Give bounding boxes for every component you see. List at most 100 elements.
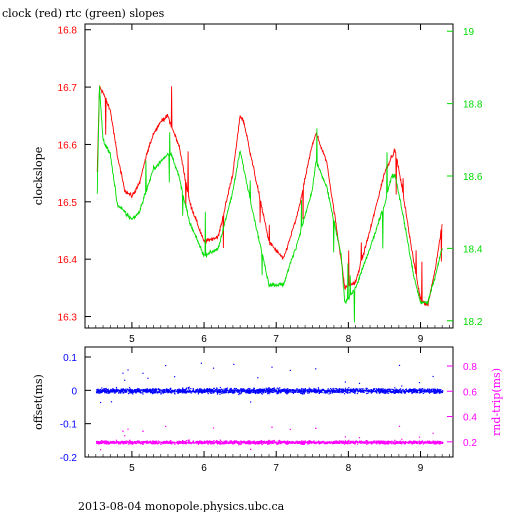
- scatter-point: [233, 363, 235, 365]
- scatter-point: [348, 442, 350, 445]
- scatter-point: [408, 441, 410, 443]
- scatter-point: [351, 389, 353, 391]
- scatter-point: [424, 389, 426, 391]
- scatter-point: [195, 391, 197, 393]
- scatter-point: [284, 391, 286, 394]
- scatter-point: [377, 388, 379, 390]
- scatter-point: [188, 440, 190, 442]
- scatter-point: [206, 441, 208, 443]
- scatter-point: [287, 388, 289, 390]
- scatter-point: [298, 390, 300, 392]
- scatter-point: [142, 388, 144, 391]
- scatter-point: [203, 389, 205, 391]
- scatter-point: [172, 441, 174, 443]
- scatter-point: [354, 442, 357, 444]
- scatter-point: [360, 440, 362, 442]
- scatter-point: [279, 387, 281, 389]
- scatter-point: [162, 389, 164, 391]
- scatter-point: [208, 390, 210, 392]
- scatter-point: [387, 440, 389, 442]
- scatter-point: [196, 391, 199, 393]
- scatter-point: [246, 389, 248, 391]
- scatter-point: [183, 442, 185, 444]
- scatter-point: [222, 389, 224, 391]
- scatter-point: [182, 389, 184, 391]
- scatter-point: [138, 388, 140, 390]
- scatter-point: [321, 442, 323, 444]
- bottom-y-axis-label: offset(ms): [32, 374, 45, 430]
- scatter-point: [395, 442, 397, 444]
- scatter-point: [203, 440, 205, 442]
- scatter-point: [397, 389, 399, 391]
- scatter-point: [188, 391, 190, 393]
- scatter-point: [387, 390, 389, 393]
- scatter-point: [184, 390, 187, 392]
- scatter-point: [237, 391, 239, 393]
- scatter-point: [408, 390, 410, 392]
- scatter-point: [382, 389, 384, 391]
- scatter-point: [123, 389, 125, 391]
- scatter-point: [380, 440, 382, 442]
- scatter-point: [267, 391, 269, 393]
- scatter-point: [215, 390, 217, 392]
- scatter-point: [251, 389, 253, 391]
- top-plot-frame: [84, 23, 454, 329]
- scatter-point: [168, 442, 170, 444]
- scatter-point: [174, 443, 176, 445]
- scatter-point: [169, 388, 171, 390]
- scatter-point: [208, 441, 211, 443]
- scatter-point: [179, 391, 181, 394]
- scatter-point: [115, 441, 117, 443]
- scatter-point: [301, 441, 303, 444]
- scatter-point: [337, 440, 339, 442]
- scatter-point: [323, 441, 325, 443]
- scatter-point: [389, 441, 391, 443]
- scatter-point: [103, 388, 105, 390]
- scatter-point: [231, 391, 233, 393]
- scatter-point: [192, 389, 194, 391]
- scatter-point: [119, 391, 121, 393]
- scatter-point: [404, 443, 407, 445]
- scatter-point: [235, 390, 237, 392]
- scatter-point: [182, 441, 184, 443]
- scatter-point: [145, 391, 147, 393]
- scatter-point: [238, 391, 240, 393]
- scatter-point: [101, 440, 103, 442]
- scatter-point: [386, 440, 388, 443]
- scatter-point: [181, 442, 183, 444]
- scatter-point: [386, 392, 389, 394]
- scatter-point: [381, 392, 383, 394]
- scatter-point: [243, 390, 245, 393]
- scatter-point: [412, 388, 414, 391]
- scatter-point: [188, 388, 190, 390]
- scatter-point: [144, 388, 146, 390]
- scatter-point: [99, 388, 102, 391]
- scatter-point: [439, 392, 441, 394]
- scatter-point: [100, 441, 102, 443]
- scatter-point: [187, 441, 189, 444]
- scatter-point: [225, 389, 227, 391]
- scatter-point: [243, 442, 245, 444]
- scatter-point: [360, 391, 362, 393]
- scatter-point: [340, 441, 342, 443]
- scatter-point: [277, 391, 279, 393]
- scatter-point: [96, 440, 98, 443]
- scatter-point: [213, 387, 215, 389]
- scatter-point: [127, 441, 130, 443]
- scatter-point: [364, 442, 366, 444]
- scatter-point: [418, 389, 420, 391]
- scatter-point: [277, 391, 279, 393]
- scatter-point: [365, 442, 367, 444]
- scatter-point: [112, 391, 114, 393]
- scatter-point: [438, 388, 440, 391]
- bottom-y2-tick-label: 0.8: [463, 362, 477, 373]
- scatter-point: [238, 390, 240, 392]
- scatter-point: [437, 391, 440, 393]
- scatter-point: [436, 442, 438, 444]
- scatter-point: [395, 388, 397, 390]
- scatter-point: [107, 442, 109, 444]
- scatter-point: [441, 442, 443, 444]
- scatter-point: [327, 390, 329, 392]
- scatter-point: [405, 388, 407, 390]
- scatter-point: [255, 391, 258, 393]
